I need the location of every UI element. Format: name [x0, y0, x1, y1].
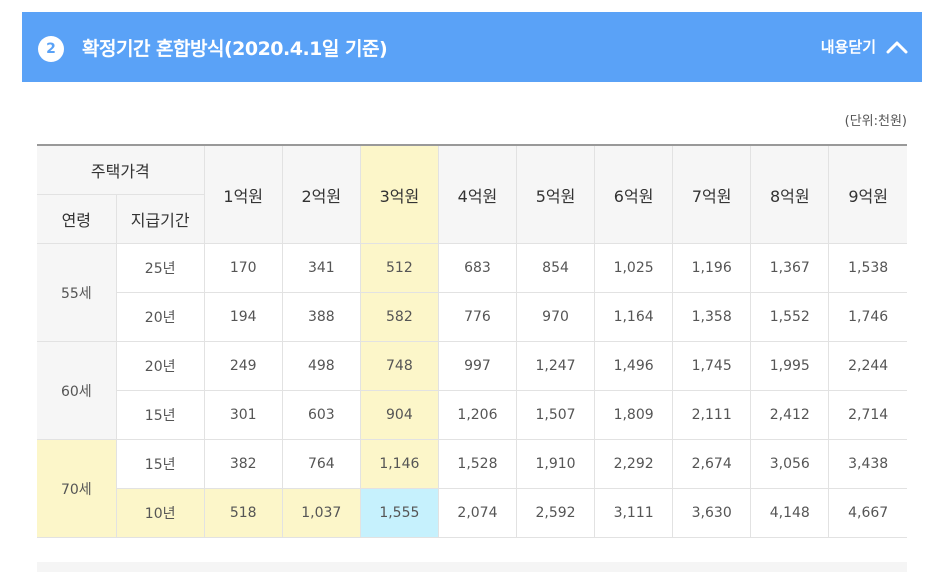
value-cell: 194	[203, 292, 283, 342]
value-cell: 2,292	[594, 439, 674, 489]
value-cell: 3,630	[672, 488, 752, 538]
value-cell: 1,206	[437, 390, 518, 440]
value-cell: 518	[203, 488, 283, 538]
col-header: 5억원	[515, 144, 596, 244]
value-cell: 1,910	[515, 439, 596, 489]
value-cell: 970	[515, 292, 596, 342]
value-cell: 2,412	[750, 390, 830, 440]
col-header: 2억원	[281, 144, 361, 244]
collapse-label: 내용닫기	[820, 38, 876, 56]
section-number-badge: 2	[38, 36, 64, 62]
value-cell: 1,146	[359, 439, 439, 489]
value-cell: 603	[281, 390, 361, 440]
value-cell: 3,056	[750, 439, 830, 489]
value-cell: 1,555	[359, 488, 439, 538]
value-cell: 4,667	[828, 488, 907, 538]
period-cell: 15년	[116, 390, 205, 440]
value-cell: 1,809	[594, 390, 674, 440]
value-cell: 1,164	[594, 292, 674, 342]
value-cell: 1,367	[750, 243, 830, 293]
header-age: 연령	[37, 194, 117, 244]
value-cell: 341	[281, 243, 361, 293]
col-header: 6억원	[594, 144, 674, 244]
value-cell: 904	[359, 390, 439, 440]
col-header: 4억원	[437, 144, 518, 244]
section-title: 확정기간 혼합방식(2020.4.1일 기준)	[82, 38, 388, 60]
value-cell: 2,244	[828, 341, 907, 391]
col-header: 8억원	[750, 144, 830, 244]
payment-table: 주택가격 1억원 2억원 3억원 4억원 5억원 6억원 7억원 8억원 9억원…	[37, 144, 907, 538]
col-header-highlighted: 3억원	[359, 144, 439, 244]
value-cell: 748	[359, 341, 439, 391]
period-cell: 20년	[115, 341, 205, 391]
value-cell: 1,037	[281, 488, 361, 538]
header-period: 지급기간	[115, 194, 205, 244]
next-section-bar	[37, 562, 907, 572]
value-cell: 388	[281, 292, 361, 342]
collapse-content-button[interactable]: 내용닫기	[821, 36, 908, 57]
table-row: 15년 301 603 904 1,206 1,507 1,809 2,111 2,412 2,7…	[37, 390, 907, 440]
col-header: 7억원	[672, 144, 752, 244]
table-row: 10년 518 1,037 1,555 2,074 2,592 3,111 3,630 4,14…	[37, 488, 907, 538]
table-row: 60세 20년 249 498 748 997 1,247 1,496 1,745 1,995 2,…	[37, 341, 907, 440]
period-cell: 15년	[115, 439, 205, 489]
period-cell: 25년	[115, 243, 205, 293]
value-cell: 854	[515, 243, 596, 293]
table-row: 55세 25년 170 341 512 683 854 1,025 1,196 1,367 1,53…	[37, 243, 907, 342]
table-row: 70세 15년 382 764 1,146 1,528 1,910 2,292 2,674 3,0…	[37, 439, 907, 538]
value-cell: 498	[281, 341, 361, 391]
value-cell: 2,714	[828, 390, 907, 440]
value-cell: 1,745	[672, 341, 752, 391]
value-cell: 764	[281, 439, 361, 489]
value-cell: 1,528	[437, 439, 518, 489]
value-cell: 301	[203, 390, 283, 440]
chevron-up-icon	[886, 40, 908, 54]
period-cell: 20년	[116, 292, 205, 342]
value-cell: 1,358	[672, 292, 752, 342]
value-cell: 382	[203, 439, 283, 489]
value-cell: 1,025	[594, 243, 674, 293]
value-cell: 1,538	[828, 243, 907, 293]
value-cell: 1,496	[594, 341, 674, 391]
unit-note: (단위:천원)	[844, 114, 907, 129]
value-cell: 4,148	[750, 488, 830, 538]
value-cell: 2,111	[672, 390, 752, 440]
value-cell: 997	[437, 341, 518, 391]
value-cell: 1,507	[515, 390, 596, 440]
section-header: 2 확정기간 혼합방식(2020.4.1일 기준) 내용닫기	[22, 12, 922, 82]
value-cell: 1,196	[672, 243, 752, 293]
value-cell: 582	[359, 292, 439, 342]
value-cell: 170	[203, 243, 283, 293]
age-cell: 55세	[37, 243, 117, 342]
value-cell: 1,247	[515, 341, 596, 391]
value-cell: 3,111	[594, 488, 674, 538]
value-cell: 249	[203, 341, 283, 391]
value-cell: 1,746	[828, 292, 907, 342]
value-cell: 2,074	[437, 488, 518, 538]
value-cell: 512	[359, 243, 439, 293]
period-cell: 10년	[116, 488, 205, 538]
value-cell: 3,438	[828, 439, 907, 489]
value-cell: 683	[437, 243, 518, 293]
header-house-price: 주택가격	[37, 144, 205, 195]
value-cell: 2,592	[515, 488, 596, 538]
value-cell: 1,995	[750, 341, 830, 391]
value-cell: 2,674	[672, 439, 752, 489]
col-header: 9억원	[828, 144, 907, 244]
table-row: 20년 194 388 582 776 970 1,164 1,358 1,552 1,746	[37, 292, 907, 342]
value-cell: 776	[437, 292, 518, 342]
age-cell: 60세	[37, 341, 117, 440]
col-header: 1억원	[203, 144, 283, 244]
value-cell: 1,552	[750, 292, 830, 342]
age-cell: 70세	[37, 439, 117, 538]
